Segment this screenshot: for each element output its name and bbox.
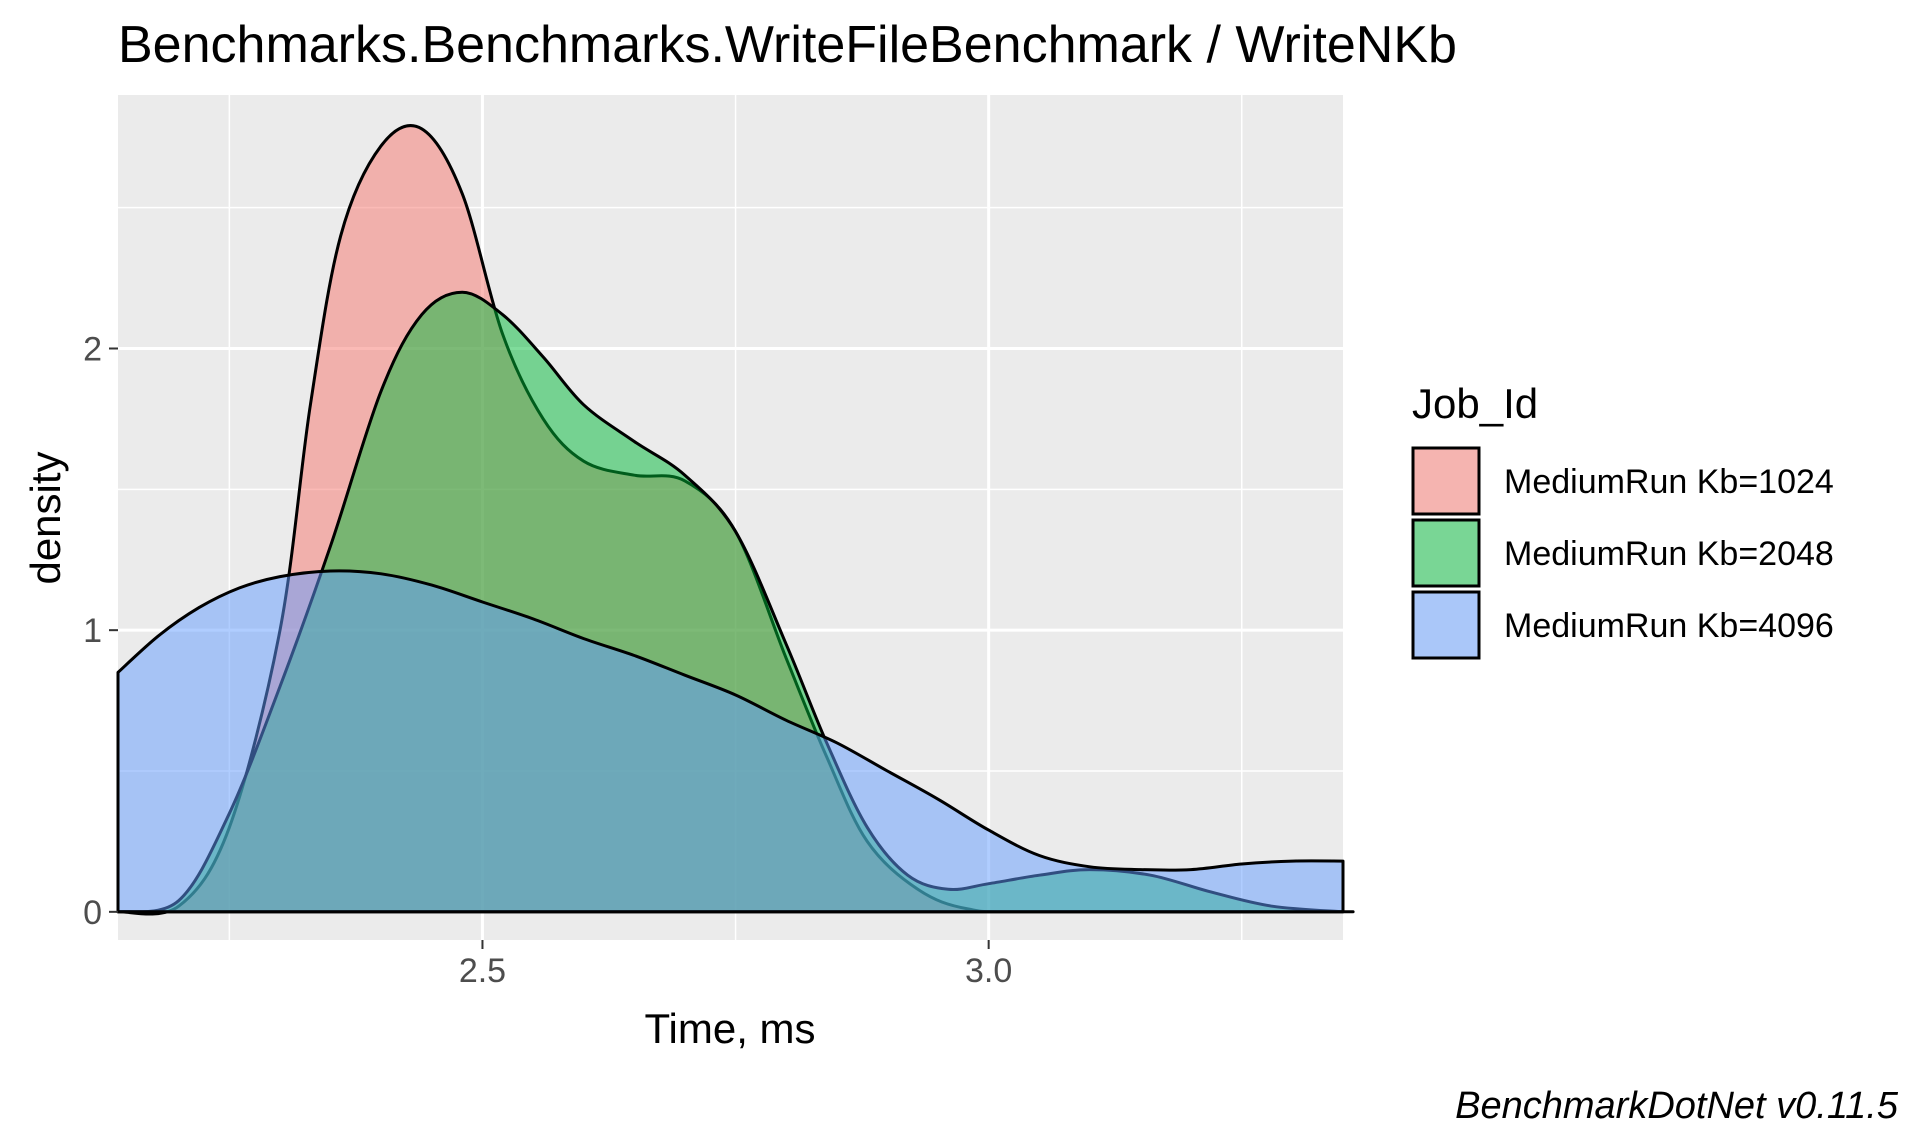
caption: BenchmarkDotNet v0.11.5: [1455, 1085, 1899, 1127]
legend-label: MediumRun Kb=4096: [1504, 607, 1834, 645]
legend-label: MediumRun Kb=2048: [1504, 535, 1834, 573]
density-area-3: [116, 569, 1345, 914]
y-tick-label: 2: [83, 331, 102, 369]
legend: Job_Id MediumRun Kb=1024 MediumRun Kb=204…: [1411, 380, 1834, 660]
legend-swatch: [1411, 518, 1481, 588]
legend-swatch: [1411, 446, 1481, 516]
y-axis-label: density: [22, 451, 69, 584]
legend-label: MediumRun Kb=1024: [1504, 463, 1834, 501]
y-tick-label: 1: [83, 612, 102, 650]
y-tick-label: 0: [83, 894, 102, 932]
legend-swatch: [1411, 590, 1481, 660]
density-areas: [116, 124, 1355, 916]
chart-title: Benchmarks.Benchmarks.WriteFileBenchmark…: [118, 16, 1457, 74]
legend-title: Job_Id: [1412, 380, 1538, 427]
axes: 2.5 3.0 0 1 2: [83, 331, 1012, 991]
x-axis-label: Time, ms: [644, 1005, 815, 1052]
x-tick-label: 3.0: [965, 952, 1012, 990]
x-tick-label: 2.5: [459, 952, 506, 990]
